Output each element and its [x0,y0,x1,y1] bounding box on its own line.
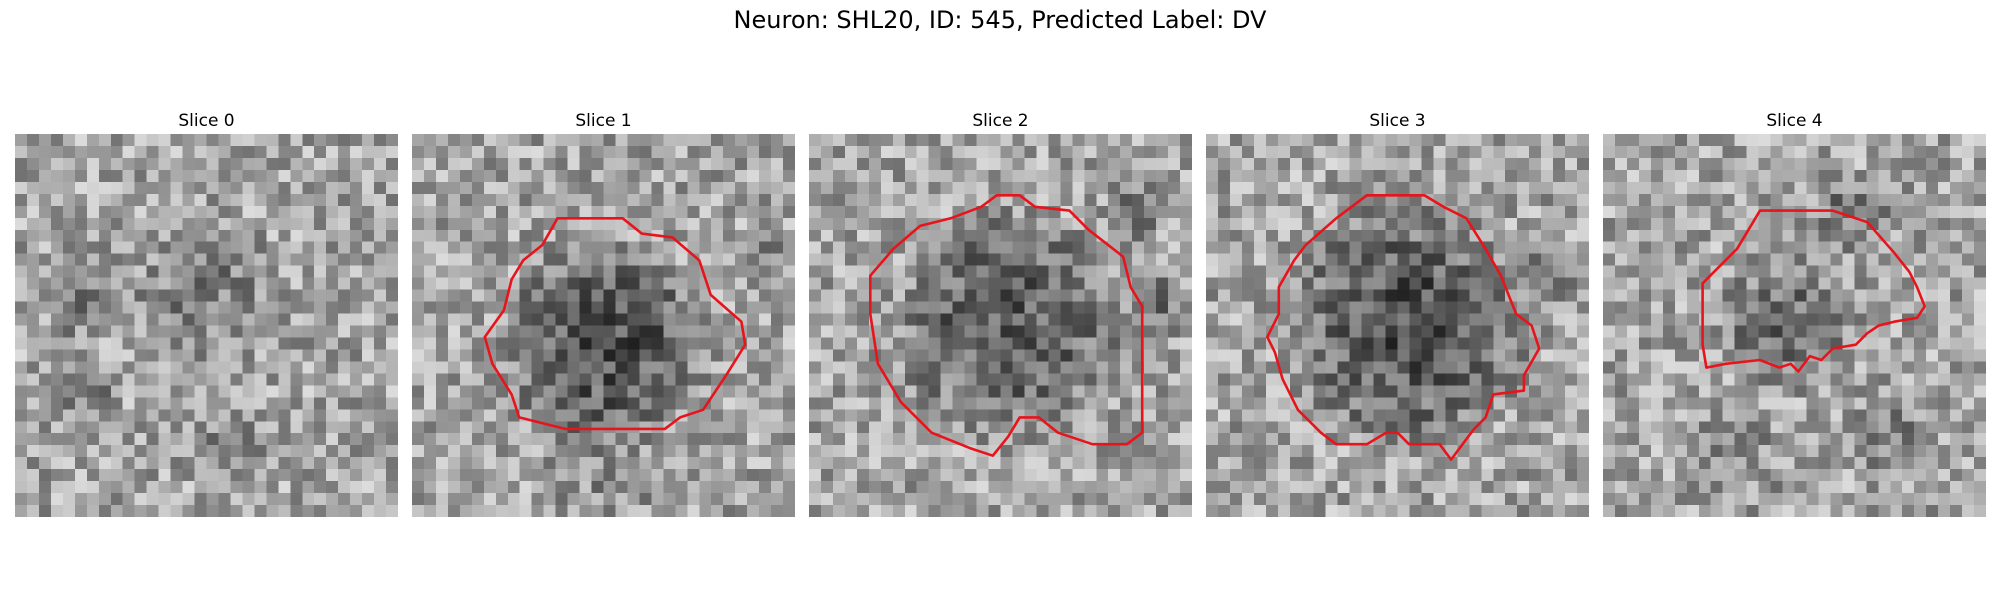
slice-title: Slice 2 [972,111,1029,131]
slice-panel-3: Slice 3 [1206,108,1589,517]
slice-panel-2: Slice 2 [809,108,1192,517]
slice-panel-0: Slice 0 [15,108,398,517]
segmentation-contour [1265,193,1541,461]
slice-title: Slice 4 [1766,111,1823,131]
slice-image [1603,134,1986,517]
slice-panel-4: Slice 4 [1603,108,1986,517]
slice-image [809,134,1192,517]
slice-title: Slice 3 [1369,111,1426,131]
slice-title: Slice 1 [575,111,632,131]
segmentation-contour [868,193,1144,458]
slice-image [1206,134,1589,517]
slice-image [412,134,795,517]
slice-image [15,134,398,517]
figure-title: Neuron: SHL20, ID: 545, Predicted Label:… [733,6,1267,34]
segmentation-contour [483,217,747,431]
slice-panel-1: Slice 1 [412,108,795,517]
segmentation-contour [1701,209,1927,373]
slice-title: Slice 0 [178,111,235,131]
